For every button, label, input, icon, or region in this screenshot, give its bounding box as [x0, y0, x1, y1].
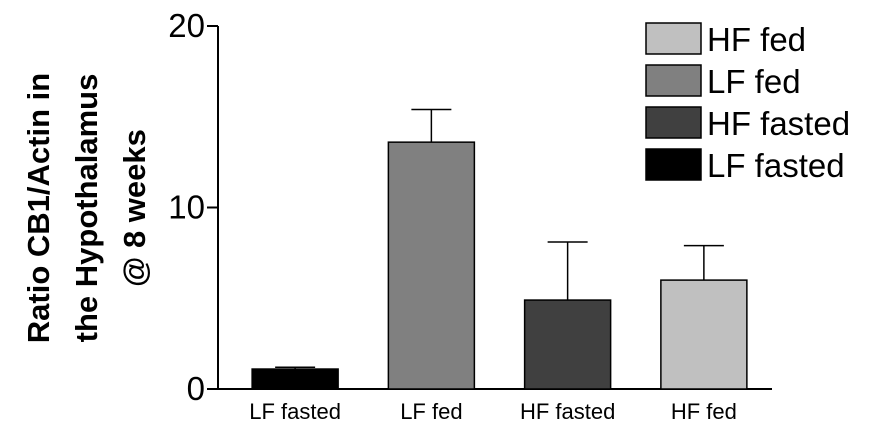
y-axis-label-line-2: the Hypothalamus — [69, 74, 104, 343]
x-tick-label: HF fed — [671, 399, 737, 424]
y-tick-label: 0 — [187, 370, 205, 407]
legend-swatch — [645, 22, 702, 55]
legend-label: HF fed — [707, 21, 806, 58]
legend: HF fed LF fed HF fasted LF fasted — [645, 21, 850, 184]
bar-lf-fasted — [251, 368, 339, 390]
legend-label: HF fasted — [707, 105, 850, 142]
y-tick-labels: 0 10 20 — [168, 7, 205, 407]
legend-label: LF fasted — [707, 147, 845, 184]
x-tick-label: HF fasted — [520, 399, 615, 424]
legend-swatch — [645, 64, 702, 97]
x-tick-labels: LF fasted LF fed HF fasted HF fed — [249, 399, 737, 424]
y-tick-label: 20 — [168, 7, 205, 44]
bar-hf-fasted — [523, 299, 612, 390]
bar-lf-fed — [387, 141, 476, 390]
x-tick-label: LF fasted — [249, 399, 341, 424]
legend-swatch — [645, 106, 702, 139]
bar-hf-fed — [660, 279, 748, 390]
y-axis-label: Ratio CB1/Actin in the Hypothalamus @ 8 … — [21, 73, 152, 343]
y-axis-label-line-1: Ratio CB1/Actin in — [21, 73, 56, 343]
y-axis-label-line-3: @ 8 weeks — [117, 129, 152, 287]
legend-swatch — [645, 148, 702, 181]
x-tick-label: LF fed — [400, 399, 462, 424]
legend-label: LF fed — [707, 63, 801, 100]
y-tick-label: 10 — [168, 189, 205, 226]
bars — [251, 141, 748, 390]
error-bars — [275, 108, 724, 370]
